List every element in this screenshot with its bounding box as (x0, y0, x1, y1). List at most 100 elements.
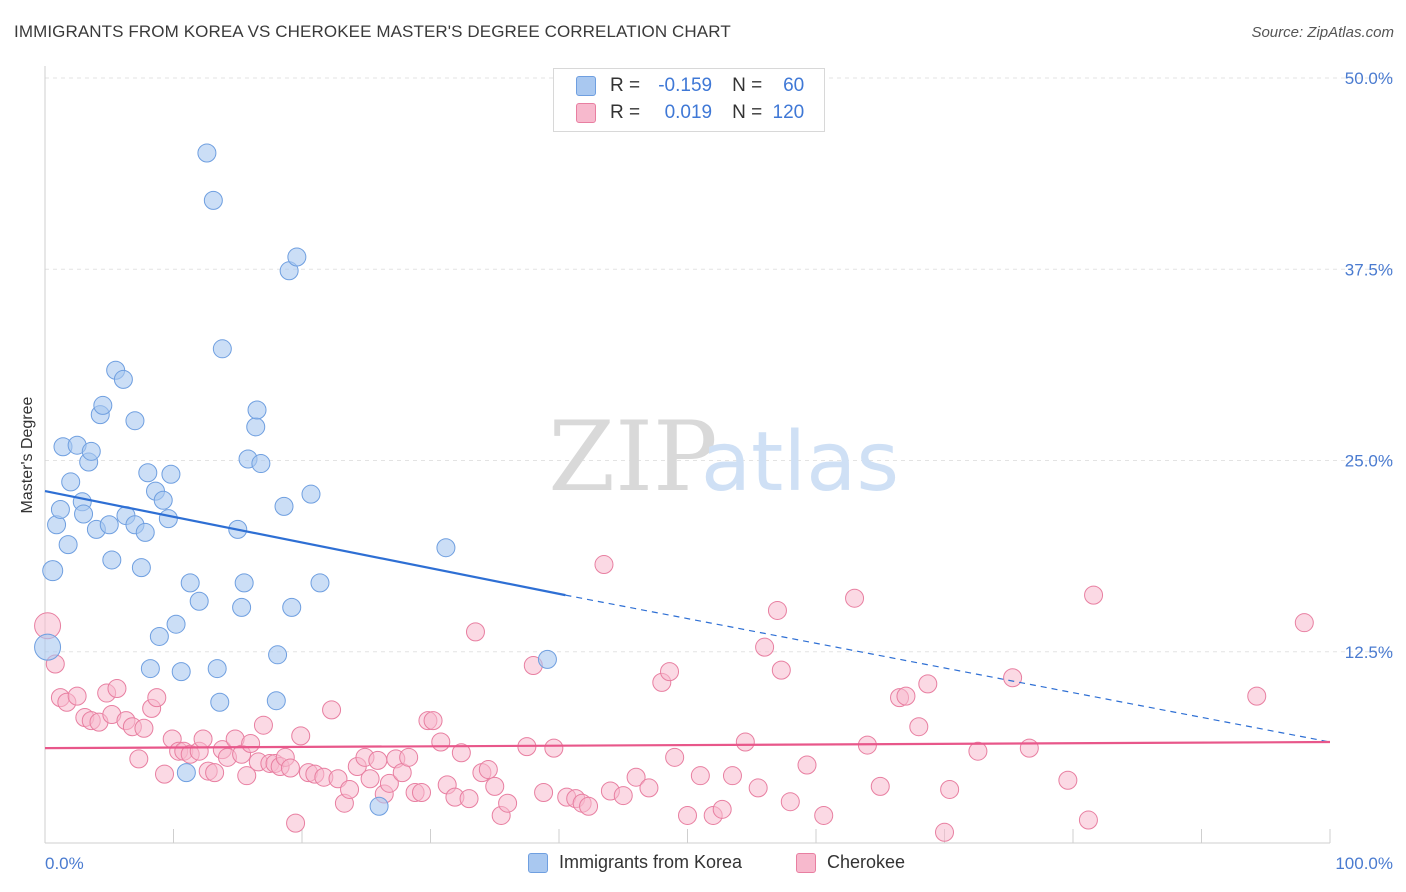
korea-point (207, 659, 227, 679)
cherokee-point (780, 792, 800, 812)
legend-n-label-cherokee: N = (732, 102, 763, 123)
korea-point (74, 504, 94, 524)
korea-point (138, 463, 158, 483)
cherokee-point (814, 805, 834, 825)
korea-point (171, 662, 191, 682)
korea-point (125, 411, 145, 431)
korea-point (310, 573, 330, 593)
legend-n-value-korea: 60 (783, 75, 805, 96)
cherokee-point (1019, 738, 1039, 758)
cherokee-point (797, 755, 817, 775)
y-tick-label: 25.0% (1345, 452, 1393, 471)
cherokee-point (205, 763, 225, 783)
korea-point (135, 522, 155, 542)
cherokee-point (291, 726, 311, 746)
cherokee-point (755, 637, 775, 657)
legend-r-value-korea: -0.159 (658, 75, 713, 96)
legend-row-cherokee: R = 0.019 N = 120 (576, 101, 804, 125)
cherokee-point (107, 678, 127, 698)
korea-point (210, 692, 230, 712)
cherokee-point (735, 732, 755, 752)
y-tick-label: 37.5% (1345, 260, 1393, 279)
cherokee-trend-line (44, 740, 1331, 750)
cherokee-point (465, 622, 485, 642)
watermark: ZIP atlas (548, 401, 899, 513)
cherokee-point (748, 778, 768, 798)
cherokee-point (423, 711, 443, 731)
series-legend-cherokee-label: Cherokee (827, 852, 906, 872)
cherokee-point (379, 773, 399, 793)
x-tick-label-max: 100.0% (1335, 854, 1393, 873)
korea-point (42, 560, 64, 582)
korea-point (140, 659, 160, 679)
series-legend-korea: Immigrants from Korea (528, 852, 742, 873)
korea-point (34, 633, 62, 661)
korea-point (166, 614, 186, 634)
korea-point (176, 763, 196, 783)
korea-point (282, 597, 302, 617)
korea-point (149, 626, 169, 646)
cherokee-point (286, 813, 306, 833)
cherokee-point (909, 717, 929, 737)
korea-point (247, 400, 267, 420)
series-legend-korea-swatch (528, 852, 548, 873)
korea-point (81, 441, 101, 461)
korea-point (93, 395, 113, 415)
korea-point (102, 550, 122, 570)
cherokee-point (613, 786, 633, 806)
cherokee-point (767, 600, 787, 620)
cherokee-point (660, 662, 680, 682)
chart-title: IMMIGRANTS FROM KOREA VS CHEROKEE MASTER… (14, 22, 731, 41)
cherokee-point (253, 715, 273, 735)
cherokee-point (639, 778, 659, 798)
cherokee-point (722, 766, 742, 786)
series-legend-korea-label: Immigrants from Korea (559, 852, 743, 872)
cherokee-point (712, 799, 732, 819)
cherokee-point (896, 686, 916, 706)
trend-lines (44, 490, 1331, 750)
cherokee-point (678, 805, 697, 825)
x-tick-label-min: 0.0% (45, 854, 84, 873)
cherokee-point (129, 749, 149, 769)
cherokee-point (360, 769, 380, 789)
cherokee-point (241, 734, 261, 754)
korea-trend-line (44, 490, 566, 597)
cherokee-point (1294, 613, 1314, 633)
axis-ticks: 12.5% 25.0% 37.5% 50.0% 0.0% 100.0% (45, 69, 1393, 873)
watermark-zip: ZIP (548, 401, 717, 513)
cherokee-point (1058, 770, 1078, 790)
cherokee-point (544, 738, 564, 758)
korea-point (212, 339, 232, 359)
y-tick-label: 12.5% (1345, 643, 1393, 662)
korea-point (61, 472, 81, 492)
korea-points (34, 143, 557, 816)
source-attribution: Source: ZipAtlas.com (1251, 24, 1394, 41)
cherokee-point (431, 732, 451, 752)
korea-point (232, 597, 252, 617)
korea-point (436, 538, 456, 558)
korea-trend-extension (565, 594, 1331, 743)
watermark-atlas: atlas (701, 415, 899, 510)
cherokee-point (237, 766, 257, 786)
korea-point (197, 143, 217, 163)
korea-point (153, 490, 173, 510)
cherokee-point (968, 741, 988, 761)
axes (44, 66, 1331, 844)
korea-point (58, 535, 78, 555)
cherokee-point (485, 776, 505, 796)
korea-point (203, 190, 223, 210)
correlation-legend: R = -0.159 N = 60 R = 0.019 N = 120 (553, 68, 825, 132)
cherokee-point (280, 758, 300, 778)
korea-point (113, 369, 133, 389)
legend-n-value-cherokee: 120 (772, 102, 805, 123)
cherokee-point (1003, 668, 1023, 688)
cherokee-point (134, 718, 154, 738)
cherokee-point (478, 760, 498, 780)
cherokee-point (665, 747, 685, 767)
cherokee-point (918, 674, 938, 694)
cherokee-point (594, 555, 614, 575)
cherokee-point (193, 729, 213, 749)
cherokee-point (412, 783, 432, 803)
cherokee-point (534, 783, 554, 803)
korea-point (266, 691, 286, 711)
